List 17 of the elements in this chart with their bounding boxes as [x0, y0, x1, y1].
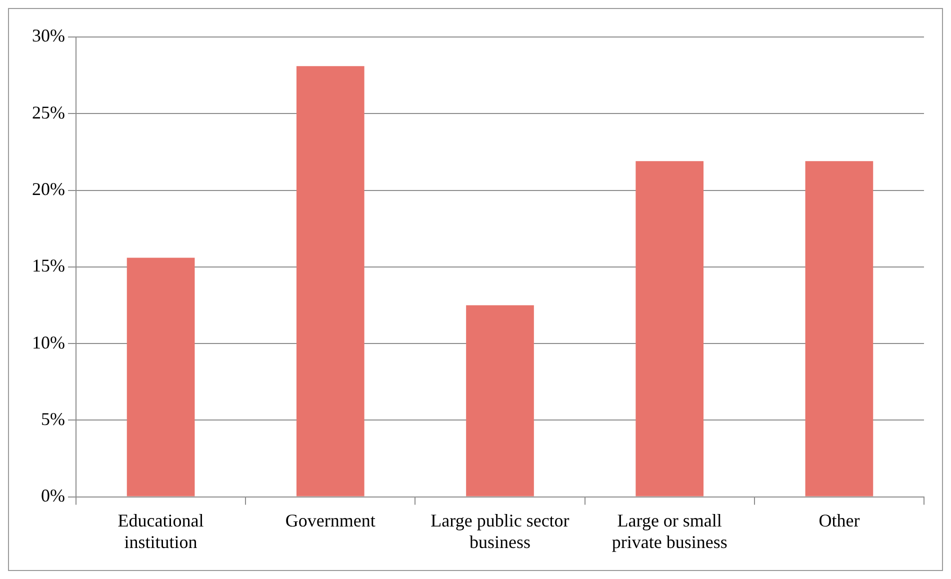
y-tick-label: 5% — [40, 408, 65, 429]
x-tick-label: Large public sector business — [430, 510, 570, 552]
bar — [636, 161, 704, 496]
y-tick-label: 20% — [32, 179, 65, 199]
bar — [466, 305, 534, 496]
bar — [296, 66, 364, 496]
x-tick-label: Educational institution — [118, 510, 204, 552]
y-tick-label: 0% — [40, 486, 65, 506]
y-tick-label: 25% — [32, 102, 65, 122]
y-tick-label: 15% — [32, 256, 65, 276]
x-tick-label: Government — [285, 510, 376, 530]
bar — [126, 258, 195, 496]
x-tick-label: Other — [818, 510, 860, 530]
x-tick-label: Large or small private business — [612, 510, 728, 552]
y-tick-label: 10% — [32, 332, 65, 352]
bar — [805, 161, 874, 496]
y-tick-label: 30% — [32, 26, 65, 46]
